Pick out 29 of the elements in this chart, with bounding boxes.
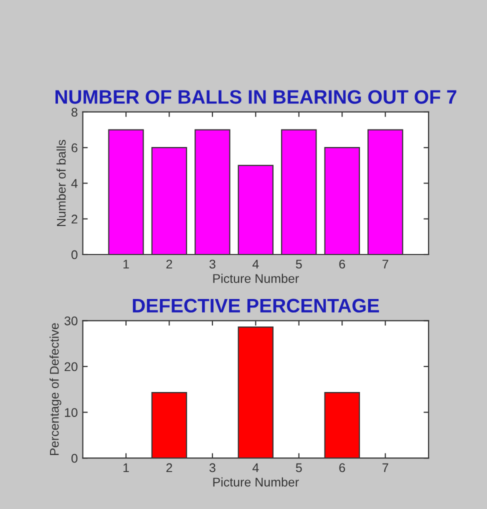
y-tick-label: 30 — [64, 316, 78, 326]
x-axis-title: Picture Number — [213, 477, 299, 487]
y-tick-label: 20 — [64, 362, 78, 372]
chart-title: NUMBER OF BALLS IN BEARING OUT OF 7 — [56, 90, 456, 104]
x-tick-label: 4 — [252, 463, 259, 472]
x-tick-label: 5 — [296, 463, 302, 472]
x-tick-label: 5 — [296, 260, 302, 269]
y-tick-label: 4 — [71, 179, 78, 188]
y-tick-label: 0 — [71, 250, 78, 260]
y-tick-label: 6 — [72, 143, 78, 152]
x-tick-label: 1 — [123, 463, 129, 472]
x-tick-label: 6 — [339, 260, 346, 269]
y-tick-label: 8 — [72, 108, 78, 117]
x-tick-label: 3 — [209, 463, 216, 472]
chart-title: DEFECTIVE PERCENTAGE — [132, 298, 379, 313]
x-tick-label: 1 — [123, 260, 129, 268]
x-tick-label: 6 — [339, 463, 346, 472]
y-axis-title: Percentage of Defective — [50, 323, 62, 456]
y-tick-label: 2 — [72, 214, 78, 224]
x-tick-label: 7 — [382, 260, 388, 268]
x-axis-title: Picture Number — [213, 274, 299, 283]
x-tick-label: 2 — [166, 463, 172, 472]
x-tick-label: 7 — [382, 463, 388, 472]
x-tick-label: 3 — [209, 260, 216, 269]
x-tick-label: 4 — [252, 260, 259, 268]
y-tick-label: 0 — [71, 454, 78, 463]
x-tick-label: 2 — [166, 260, 172, 268]
y-axis-title: Number of balls — [56, 140, 66, 226]
y-tick-label: 10 — [64, 408, 78, 417]
